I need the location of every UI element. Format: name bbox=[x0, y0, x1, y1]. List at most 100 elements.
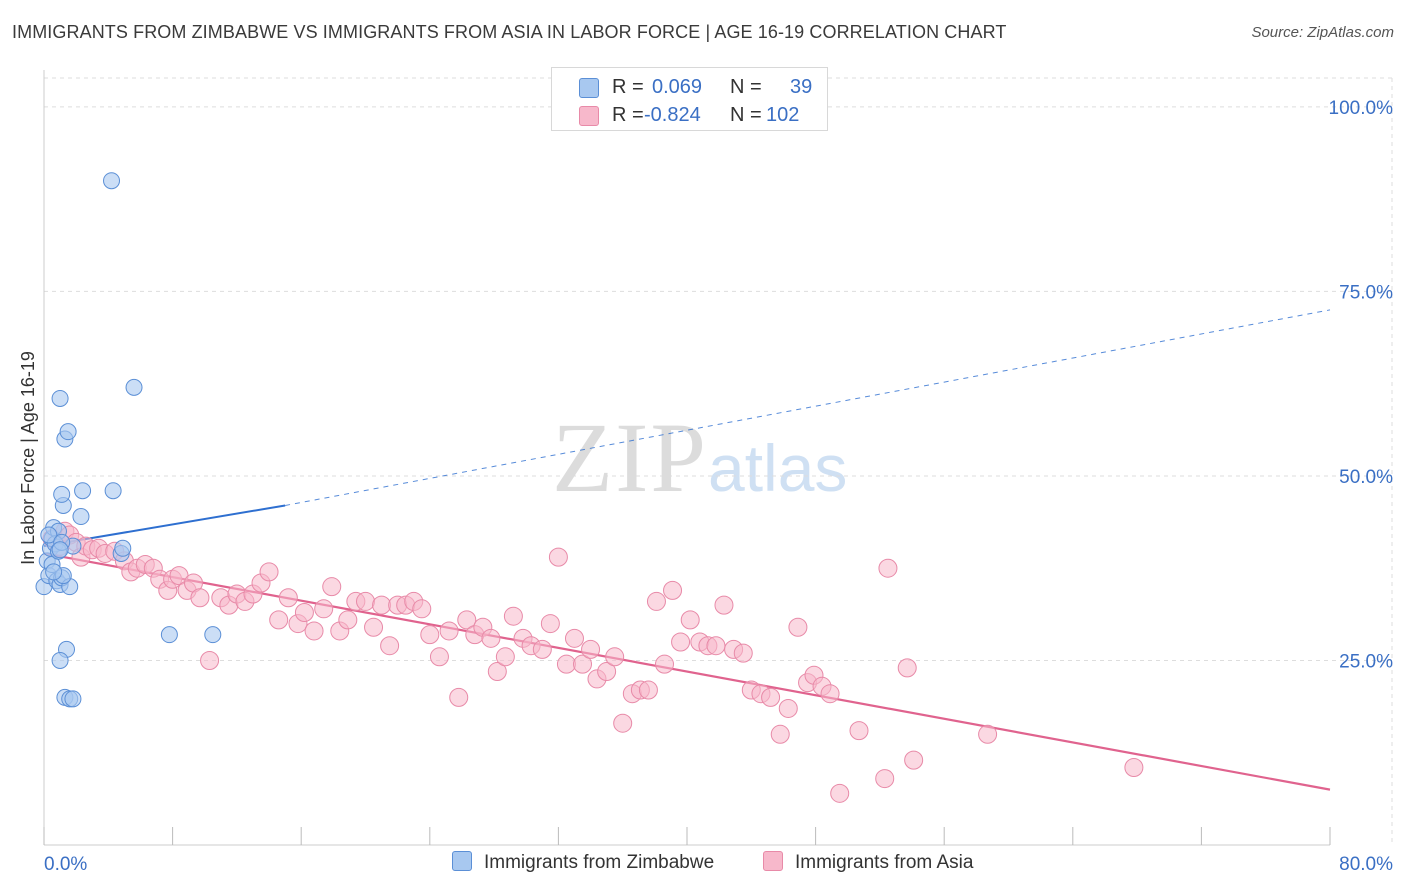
asia-point bbox=[733, 643, 753, 663]
asia-point bbox=[878, 558, 898, 578]
x-tick-label: 80.0% bbox=[1339, 854, 1393, 875]
points-layer bbox=[35, 172, 1144, 803]
trend-layer bbox=[43, 309, 1331, 791]
y-tick-label: 50.0% bbox=[1339, 467, 1393, 488]
chart-title: IMMIGRANTS FROM ZIMBABWE VS IMMIGRANTS F… bbox=[12, 22, 1007, 42]
zimbabwe-point bbox=[114, 539, 132, 557]
zimbabwe-point bbox=[51, 651, 69, 669]
legend-n-label: N = bbox=[730, 76, 762, 98]
asia-point bbox=[420, 625, 440, 645]
asia-point bbox=[556, 654, 576, 674]
zimbabwe-point bbox=[125, 378, 143, 396]
asia-point bbox=[613, 713, 633, 733]
axis-layer bbox=[43, 70, 1331, 846]
asia-point bbox=[904, 750, 924, 770]
y-tick-label: 25.0% bbox=[1339, 651, 1393, 672]
asia-point bbox=[788, 617, 808, 637]
series-legend-zimbabwe: Immigrants from Zimbabwe bbox=[452, 851, 714, 874]
asia-point bbox=[875, 769, 895, 789]
zimbabwe-point bbox=[160, 626, 178, 644]
asia-point bbox=[830, 783, 850, 803]
legend-r-label: R = bbox=[612, 104, 644, 126]
asia-point bbox=[581, 639, 601, 659]
legend-r-label: R = bbox=[612, 76, 644, 98]
asia-point bbox=[978, 724, 998, 744]
asia-point bbox=[429, 647, 449, 667]
asia-point bbox=[532, 639, 552, 659]
zimbabwe-point bbox=[204, 626, 222, 644]
zimbabwe-point bbox=[72, 508, 90, 526]
asia-swatch-icon bbox=[579, 106, 599, 126]
asia-point bbox=[706, 636, 726, 656]
asia-point bbox=[573, 654, 593, 674]
asia-point bbox=[646, 591, 666, 611]
legend-n-label: N = bbox=[730, 104, 762, 126]
asia-point bbox=[548, 547, 568, 567]
legend-r-value: -0.824 bbox=[644, 104, 701, 126]
asia-point bbox=[481, 628, 501, 648]
zimbabwe-point bbox=[40, 526, 58, 544]
asia-point bbox=[540, 614, 560, 634]
asia-point bbox=[259, 562, 279, 582]
asia-point bbox=[597, 662, 617, 682]
asia-point bbox=[190, 588, 210, 608]
source-credit: Source: ZipAtlas.com bbox=[1251, 24, 1394, 41]
asia-point bbox=[495, 647, 515, 667]
asia-legend-icon bbox=[763, 851, 783, 871]
x-tick-label: 0.0% bbox=[44, 854, 87, 875]
asia-point bbox=[849, 721, 869, 741]
asia-point bbox=[278, 588, 298, 608]
label-layer: 25.0% 50.0% 75.0% 100.0% 0.0% 80.0% In Labor F… bbox=[18, 98, 1393, 875]
series-legend-label: Immigrants from Asia bbox=[795, 852, 974, 873]
zimbabwe-point bbox=[74, 482, 92, 500]
asia-point bbox=[761, 687, 781, 707]
asia-point bbox=[680, 610, 700, 630]
zimbabwe-swatch-icon bbox=[579, 78, 599, 98]
watermark: ZIPatlas bbox=[552, 400, 847, 515]
grid-layer bbox=[44, 77, 1393, 845]
asia-point bbox=[897, 658, 917, 678]
zimbabwe-point bbox=[45, 563, 63, 581]
asia-point bbox=[770, 724, 790, 744]
y-tick-label: 75.0% bbox=[1339, 282, 1393, 303]
zimbabwe-legend-icon bbox=[452, 851, 472, 871]
zimbabwe-trend-extension bbox=[285, 309, 1331, 506]
zimbabwe-point bbox=[103, 172, 121, 190]
asia-point bbox=[457, 610, 477, 630]
asia-point bbox=[322, 577, 342, 597]
zimbabwe-point bbox=[53, 485, 71, 503]
watermark-zip: ZIP bbox=[552, 402, 708, 513]
asia-point bbox=[314, 599, 334, 619]
asia-point bbox=[439, 621, 459, 641]
zimbabwe-point bbox=[59, 423, 77, 441]
correlation-legend: R = 0.069 N = 39 R = -0.824 N = 102 bbox=[551, 67, 828, 131]
watermark-atlas: atlas bbox=[708, 431, 848, 505]
asia-point bbox=[654, 654, 674, 674]
asia-point bbox=[778, 698, 798, 718]
asia-point bbox=[200, 650, 220, 670]
series-legend-label: Immigrants from Zimbabwe bbox=[484, 852, 715, 873]
zimbabwe-point bbox=[51, 541, 69, 559]
asia-point bbox=[487, 662, 507, 682]
legend-r-value: 0.069 bbox=[652, 76, 703, 98]
y-tick-label: 100.0% bbox=[1329, 98, 1394, 119]
asia-point bbox=[304, 621, 324, 641]
asia-point bbox=[663, 580, 683, 600]
asia-point bbox=[449, 687, 469, 707]
asia-point bbox=[294, 603, 314, 622]
asia-point bbox=[671, 632, 691, 652]
asia-point bbox=[564, 628, 584, 648]
asia-point bbox=[356, 591, 375, 611]
y-axis-label: In Labor Force | Age 16-19 bbox=[18, 351, 38, 565]
asia-point bbox=[638, 680, 658, 700]
zimbabwe-point bbox=[104, 482, 122, 500]
legend-row-asia: R = -0.824 N = 102 bbox=[552, 102, 827, 130]
series-legend-asia: Immigrants from Asia bbox=[763, 851, 973, 874]
asia-point bbox=[380, 636, 400, 656]
asia-point bbox=[605, 647, 625, 667]
asia-point bbox=[364, 617, 384, 637]
zimbabwe-point bbox=[64, 690, 82, 708]
legend-row-zimbabwe: R = 0.069 N = 39 bbox=[552, 74, 827, 102]
asia-point bbox=[372, 595, 392, 615]
